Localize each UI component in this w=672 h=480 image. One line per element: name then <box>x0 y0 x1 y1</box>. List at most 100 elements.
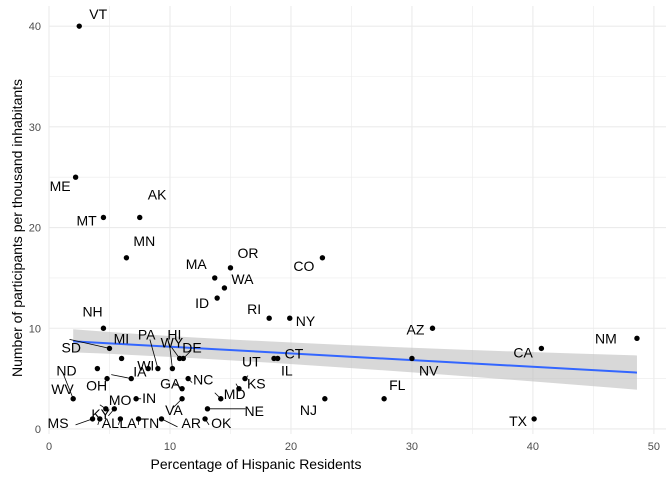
data-point-me <box>72 174 79 180</box>
point-label-or: OR <box>237 245 258 261</box>
point-label-pa: PA <box>138 327 156 343</box>
point-label-wy: WY <box>161 334 184 350</box>
y-axis-ticks: 0 10 20 30 40 <box>29 21 41 436</box>
data-point-ks <box>236 385 242 392</box>
data-point-il <box>271 355 277 362</box>
point-label-de: DE <box>182 339 201 355</box>
point-label-tx: TX <box>509 413 528 429</box>
point-label-ar: AR <box>182 415 201 431</box>
x-tick-label: 0 <box>46 441 52 453</box>
data-point-ca <box>538 345 545 352</box>
point-label-in: IN <box>142 390 156 406</box>
data-point-ky <box>111 406 118 412</box>
point-label-wa: WA <box>231 271 254 287</box>
point-label-nj: NJ <box>300 402 317 418</box>
x-tick-label: 20 <box>285 441 297 453</box>
data-point-vt <box>76 23 82 29</box>
data-point-nv <box>409 355 415 362</box>
data-point-ia <box>128 375 134 382</box>
data-point-ak <box>137 214 143 221</box>
point-label-me: ME <box>50 178 71 194</box>
data-points <box>70 23 640 422</box>
point-label-hi: HI <box>167 327 181 343</box>
point-label-mi: MI <box>114 330 130 346</box>
y-tick-label: 0 <box>35 424 41 436</box>
point-label-ia: IA <box>133 364 147 380</box>
point-label-nc: NC <box>193 372 213 388</box>
point-label-co: CO <box>293 258 314 274</box>
point-label-ri: RI <box>247 301 261 317</box>
data-point-md <box>218 396 224 402</box>
data-point-ga <box>179 385 185 392</box>
x-axis-ticks: 0 10 20 30 40 50 <box>46 441 660 453</box>
point-label-mn: MN <box>133 233 155 249</box>
trend-line <box>73 340 638 374</box>
trend-line-layer <box>73 340 638 374</box>
point-label-ca: CA <box>513 344 533 360</box>
label-leader-ar <box>161 418 178 428</box>
label-leader-ia <box>111 374 132 380</box>
data-point-mt <box>100 214 107 221</box>
label-leader-hi <box>169 343 173 369</box>
point-label-al: AL <box>102 415 119 431</box>
point-label-nh: NH <box>82 303 102 319</box>
x-tick-label: 10 <box>164 441 176 453</box>
data-point-ms <box>89 416 96 422</box>
point-label-mt: MT <box>76 212 97 228</box>
label-leader-lines <box>62 339 249 428</box>
point-label-oh: OH <box>86 378 107 394</box>
data-point-nd <box>94 365 101 372</box>
x-tick-label: 50 <box>648 441 660 453</box>
label-leader-pa <box>149 339 159 369</box>
data-point-ar <box>158 416 165 422</box>
data-point-nj <box>322 396 328 402</box>
data-point-wa <box>221 285 228 291</box>
data-point-ny <box>287 315 293 321</box>
data-point-mo <box>103 406 109 412</box>
point-label-az: AZ <box>407 321 425 337</box>
point-label-ak: AK <box>148 186 167 202</box>
point-label-fl: FL <box>389 377 406 393</box>
data-point-va <box>179 396 185 402</box>
data-point-oh <box>104 375 110 382</box>
y-tick-label: 10 <box>29 323 41 335</box>
point-label-mo: MO <box>109 392 132 408</box>
point-label-nd: ND <box>56 363 76 379</box>
point-label-va: VA <box>165 402 183 418</box>
y-tick-label: 20 <box>29 223 41 235</box>
point-label-md: MD <box>224 386 246 402</box>
data-point-sd <box>106 345 113 352</box>
data-point-de <box>180 355 186 362</box>
data-point-wv <box>70 396 76 402</box>
x-tick-label: 40 <box>527 441 539 453</box>
data-point-pa <box>155 365 161 372</box>
data-point-wi <box>145 365 151 372</box>
point-label-ok: OK <box>211 415 232 431</box>
point-label-wv: WV <box>51 381 74 397</box>
point-label-ks: KS <box>247 376 266 392</box>
point-label-ny: NY <box>296 313 316 329</box>
y-tick-label: 40 <box>29 21 41 33</box>
y-tick-label: 30 <box>29 122 41 134</box>
data-point-al <box>97 416 103 422</box>
point-label-sd: SD <box>61 339 80 355</box>
point-label-ga: GA <box>160 376 181 392</box>
data-point-mi <box>118 355 125 362</box>
x-axis-title: Percentage of Hispanic Residents <box>151 456 362 472</box>
point-label-vt: VT <box>89 6 107 22</box>
data-point-fl <box>381 396 387 402</box>
point-label-nv: NV <box>419 362 439 378</box>
point-labels: VT ME MT AK MN MA OR WA CO ID RI NY NH AZ NM CA SD MI PA HI… <box>48 6 617 431</box>
confidence-band <box>73 329 637 390</box>
data-point-la <box>117 416 124 422</box>
point-label-ct: CT <box>285 345 304 361</box>
point-label-ms: MS <box>48 415 69 431</box>
confidence-band-layer <box>73 329 637 390</box>
point-label-ut: UT <box>242 354 261 370</box>
data-point-tn <box>135 416 142 422</box>
label-leader-ms <box>75 418 93 426</box>
label-leader-sd <box>69 339 110 349</box>
point-label-wi: WI <box>137 358 154 374</box>
data-point-nh <box>100 325 107 331</box>
x-tick-label: 30 <box>406 441 418 453</box>
